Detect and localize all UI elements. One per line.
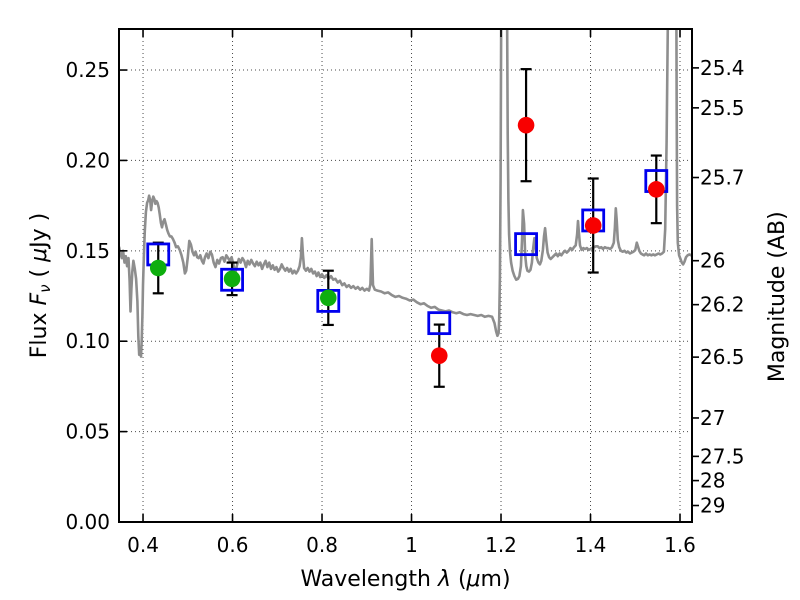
- observed-photometry-points: [149, 116, 665, 364]
- y-left-tick-label: 0.10: [65, 329, 110, 353]
- y-right-tick-label: 26.5: [700, 345, 745, 369]
- observed-photometry-point: [223, 270, 241, 288]
- axis-ticks: [120, 30, 699, 523]
- model-photometry-square: [220, 267, 244, 292]
- y-right-tick-label: 25.4: [700, 56, 745, 80]
- x-tick-label: 1.2: [485, 533, 517, 557]
- observed-photometry-point: [584, 217, 602, 234]
- observed-photometry-point: [517, 116, 535, 134]
- y-left-tick-label: 0.25: [65, 58, 110, 82]
- y-right-tick-label: 29: [700, 494, 725, 518]
- observed-photometry-point: [149, 259, 167, 277]
- plot-border: [118, 28, 693, 523]
- y-left-tick-label: 0.20: [65, 148, 110, 172]
- model-photometry-square: [427, 311, 452, 336]
- y-right-tick-label: 25.5: [700, 96, 745, 120]
- model-photometry-square: [514, 232, 538, 257]
- left-axis-tick-labels: 0.00 0.05 0.10 0.15 0.20 0.25: [65, 58, 110, 534]
- observed-photometry-point: [647, 181, 665, 198]
- y-left-tick-label: 0.15: [65, 239, 110, 263]
- x-tick-label: 1: [405, 533, 418, 557]
- x-tick-label: 1.4: [575, 533, 607, 557]
- x-tick-label: 1.6: [664, 533, 696, 557]
- spectrum-group: [119, 29, 692, 358]
- x-tick-label: 0.8: [306, 533, 338, 557]
- y-right-tick-label: 27: [700, 406, 725, 430]
- y-right-tick-label: 28: [700, 469, 725, 493]
- spectrum-line: [119, 29, 692, 358]
- observed-photometry-point: [319, 289, 337, 307]
- y-left-tick-label: 0.00: [65, 510, 110, 534]
- observed-photometry-point: [430, 347, 448, 364]
- y-right-tick-label: 26.2: [700, 293, 745, 317]
- y-right-tick-label: 25.7: [700, 166, 745, 190]
- y-right-tick-label: 27.5: [700, 444, 745, 468]
- x-axis-tick-labels: 0.4 0.6 0.8 1 1.2 1.4 1.6: [127, 533, 696, 557]
- x-axis-label: Wavelength λ (μm): [300, 567, 510, 592]
- x-tick-label: 0.6: [217, 533, 249, 557]
- x-tick-label: 0.4: [127, 533, 159, 557]
- y-right-tick-label: 26: [700, 249, 725, 273]
- right-axis-label: Magnitude (AB): [765, 211, 790, 382]
- left-axis-label: Flux Fν ( μJy ): [27, 213, 54, 358]
- y-left-tick-label: 0.05: [65, 420, 110, 444]
